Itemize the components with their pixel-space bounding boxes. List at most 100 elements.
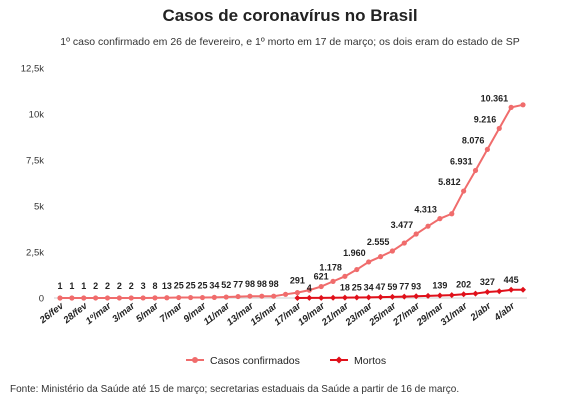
- data-label: 291: [290, 276, 305, 286]
- chart-title: Casos de coronavírus no Brasil: [162, 6, 418, 25]
- data-label: 327: [480, 277, 495, 287]
- y-tick-label: 10k: [29, 110, 45, 121]
- data-label: 5.812: [438, 177, 461, 187]
- data-label: 1: [69, 281, 74, 291]
- data-label: 2: [117, 281, 122, 291]
- data-point: [93, 295, 99, 301]
- data-point: [366, 259, 372, 265]
- data-point: [508, 104, 514, 110]
- data-point: [247, 293, 253, 299]
- data-point: [461, 188, 467, 194]
- data-label: 25: [352, 283, 362, 293]
- data-point: [401, 240, 407, 246]
- data-point: [69, 295, 75, 301]
- data-point: [128, 295, 134, 301]
- data-label: 47: [376, 282, 386, 292]
- data-point: [377, 294, 384, 301]
- x-tick-label: 2/abr: [468, 300, 494, 324]
- data-point: [306, 294, 313, 301]
- data-point: [152, 295, 158, 301]
- data-label: 93: [411, 281, 421, 291]
- legend: Casos confirmados Mortos: [186, 355, 386, 367]
- data-label: 4.313: [414, 205, 437, 215]
- data-point: [520, 286, 526, 293]
- data-label: 9.216: [474, 114, 497, 124]
- data-point: [81, 295, 87, 301]
- data-label: 1: [81, 281, 86, 291]
- x-axis: 26/fev28/fev1º/mar3/mar5/mar7/mar9/mar11…: [37, 297, 527, 329]
- data-point: [199, 294, 206, 301]
- data-point: [496, 288, 503, 295]
- legend-label: Casos confirmados: [210, 355, 300, 367]
- source-note: Fonte: Ministério da Saúde até 15 de mar…: [10, 384, 460, 395]
- data-label: 98: [269, 279, 279, 289]
- data-label: 77: [233, 280, 243, 290]
- data-label: 2: [105, 281, 110, 291]
- data-point: [164, 295, 170, 301]
- data-label: 445: [504, 275, 519, 285]
- data-label: 98: [257, 279, 267, 289]
- data-point: [401, 293, 408, 300]
- data-point: [271, 293, 277, 299]
- data-label: 25: [174, 281, 184, 291]
- data-label: 202: [456, 279, 471, 289]
- x-tick-label: 28/fev: [61, 300, 90, 326]
- data-label: 13: [162, 281, 172, 291]
- data-point: [211, 294, 217, 300]
- data-point: [330, 278, 336, 284]
- y-tick-label: 7,5k: [26, 156, 44, 167]
- legend-label: Mortos: [354, 355, 386, 367]
- data-label: 1.178: [319, 262, 342, 272]
- x-tick-label: 3/mar: [110, 300, 138, 325]
- data-point: [318, 294, 325, 301]
- y-tick-label: 12,5k: [21, 64, 44, 75]
- legend-item: Mortos: [330, 355, 386, 367]
- data-label: 59: [387, 282, 397, 292]
- data-point: [104, 295, 111, 301]
- legend-marker: [335, 356, 343, 364]
- legend-marker: [192, 357, 198, 363]
- data-point: [425, 223, 431, 229]
- data-label: 6.931: [450, 156, 473, 166]
- data-point: [377, 254, 384, 260]
- data-point: [389, 293, 396, 300]
- data-label: 25: [197, 281, 207, 291]
- data-label: 34: [209, 280, 219, 290]
- data-point: [484, 288, 491, 295]
- data-label: 25: [186, 281, 196, 291]
- data-label: 3.477: [391, 220, 414, 230]
- data-label: 1: [57, 281, 62, 291]
- data-point: [484, 146, 490, 153]
- x-tick-label: 31/mar: [439, 300, 471, 328]
- data-point: [57, 295, 63, 301]
- data-point: [413, 231, 419, 237]
- data-point: [460, 291, 467, 298]
- data-point: [330, 294, 337, 301]
- data-point: [306, 287, 312, 293]
- data-point: [472, 167, 479, 174]
- data-label: 139: [432, 280, 447, 290]
- data-point: [413, 293, 420, 300]
- data-point: [341, 294, 348, 301]
- data-point: [389, 248, 396, 254]
- data-point: [436, 292, 443, 299]
- x-tick-label: 7/mar: [158, 300, 186, 325]
- data-point: [318, 283, 324, 290]
- data-point: [140, 295, 146, 301]
- data-label: 4: [307, 283, 312, 293]
- x-tick-label: 1º/mar: [84, 300, 115, 327]
- x-tick-label: 5/mar: [134, 300, 162, 325]
- data-label: 8.076: [462, 135, 485, 145]
- data-point: [354, 266, 360, 273]
- data-point: [425, 292, 432, 299]
- data-label: 98: [245, 279, 255, 289]
- data-point: [342, 273, 348, 279]
- data-label-layer: 1 1 1 2 2 2 2 3 8 13 25 25 25 34 52 77 98 98 98 291 6211.178…: [57, 93, 518, 293]
- series-layer: [57, 102, 526, 301]
- data-point: [294, 290, 301, 296]
- data-label: 34: [364, 282, 374, 292]
- data-point: [437, 216, 443, 222]
- data-label: 10.361: [481, 93, 509, 103]
- series-line: [60, 103, 524, 299]
